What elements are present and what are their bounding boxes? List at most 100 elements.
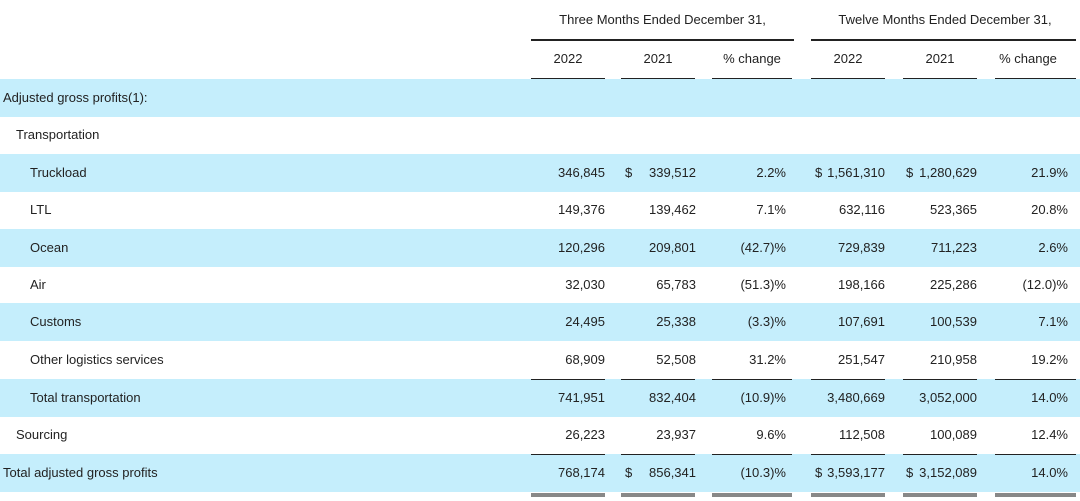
currency-symbol: $ [625, 165, 633, 180]
cell-q-pct: 7.1% [756, 202, 786, 217]
table-row: Ocean 120,296 209,801 (42.7)% 729,839 711,223… [0, 229, 1080, 267]
cell-y-2022: 198,166 [838, 277, 885, 292]
cell-q-2021: 25,338 [656, 314, 696, 329]
cell-q-pct: (51.3)% [740, 277, 786, 292]
row-label: Adjusted gross profits(1): [3, 90, 148, 105]
col-header-2021-q: 2021 [643, 51, 673, 66]
table-row: Truckload 346,845 339,512 2.2% 1,561,310 1,28… [0, 154, 1080, 192]
cell-q-2022: 68,909 [565, 352, 605, 367]
col-header-2022-q: 2022 [553, 51, 583, 66]
table-row: Total adjusted gross profits 768,174 856,3… [0, 454, 1080, 492]
header-twelve-months: Twelve Months Ended December 31, [838, 12, 1052, 27]
cell-y-pct: 14.0% [1031, 390, 1068, 405]
cell-y-pct: 20.8% [1031, 202, 1068, 217]
cell-y-2021: 3,152,089 [919, 465, 977, 480]
subtotal-rule [811, 454, 885, 455]
col-rule [712, 78, 792, 79]
cell-q-2022: 346,845 [558, 165, 605, 180]
total-double-rule [531, 493, 605, 497]
col-rule [995, 78, 1076, 79]
cell-y-2021: 225,286 [930, 277, 977, 292]
subtotal-rule [903, 454, 977, 455]
cell-q-2021: 65,783 [656, 277, 696, 292]
col-header-2021-y: 2021 [925, 51, 955, 66]
cell-y-pct: 12.4% [1031, 427, 1068, 442]
subtotal-rule [903, 379, 977, 380]
table-row: Other logistics services 68,909 52,508 31.2… [0, 341, 1080, 379]
cell-y-pct: 14.0% [1031, 465, 1068, 480]
cell-q-pct: (3.3)% [747, 314, 786, 329]
cell-y-2021: 711,223 [930, 240, 977, 255]
currency-symbol: $ [815, 465, 823, 480]
cell-q-2022 [515, 79, 605, 117]
header-rule-twelve-months [811, 39, 1076, 41]
cell-q-2021 [606, 116, 696, 154]
row-label: LTL [30, 202, 52, 217]
cell-q-2021: 139,462 [649, 202, 696, 217]
row-label: Transportation [16, 127, 100, 142]
total-double-rule [811, 493, 885, 497]
cell-q-pct: (10.3)% [740, 465, 786, 480]
cell-q-2022: 120,296 [558, 240, 605, 255]
subtotal-rule [712, 454, 792, 455]
cell-y-2022: 3,593,177 [827, 465, 885, 480]
cell-q-2022 [515, 116, 605, 154]
cell-q-pct: (10.9)% [740, 390, 786, 405]
currency-symbol: $ [815, 165, 823, 180]
cell-q-pct: 9.6% [756, 427, 786, 442]
cell-q-pct [696, 116, 786, 154]
col-rule [531, 78, 605, 79]
cell-q-2021: 209,801 [649, 240, 696, 255]
cell-y-pct: 7.1% [1038, 314, 1068, 329]
subtotal-rule [531, 454, 605, 455]
cell-q-pct: 2.2% [756, 165, 786, 180]
total-double-rule [712, 493, 792, 497]
cell-y-2021: 1,280,629 [919, 165, 977, 180]
cell-y-2022: 3,480,669 [827, 390, 885, 405]
row-label: Air [30, 277, 46, 292]
row-label: Customs [30, 314, 82, 329]
cell-y-2021 [887, 79, 977, 117]
row-label: Other logistics services [30, 352, 164, 367]
col-header-pct-q: % change [723, 51, 781, 66]
cell-y-2021: 100,539 [930, 314, 977, 329]
row-label: Total adjusted gross profits [3, 465, 158, 480]
subtotal-rule [621, 379, 695, 380]
subtotal-rule [811, 379, 885, 380]
cell-y-2021 [887, 116, 977, 154]
cell-y-pct: 19.2% [1031, 352, 1068, 367]
subtotal-rule [995, 454, 1076, 455]
cell-y-pct: (12.0)% [1022, 277, 1068, 292]
cell-y-2022: 251,547 [838, 352, 885, 367]
cell-y-2021: 210,958 [930, 352, 977, 367]
subtotal-rule [712, 379, 792, 380]
cell-q-2021: 832,404 [649, 390, 696, 405]
cell-q-2021: 23,937 [656, 427, 696, 442]
col-rule [811, 78, 885, 79]
cell-y-pct [978, 116, 1068, 154]
cell-q-2022: 24,495 [565, 314, 605, 329]
table-row: Adjusted gross profits(1): [0, 79, 1080, 117]
col-rule [903, 78, 977, 79]
table-row: Total transportation 741,951 832,404 (10.9)… [0, 379, 1080, 417]
table-row: Air 32,030 65,783 (51.3)% 198,166 225,286 (12.… [0, 266, 1080, 304]
table-row: Transportation [0, 116, 1080, 154]
cell-q-2022: 149,376 [558, 202, 605, 217]
table-row: Customs 24,495 25,338 (3.3)% 107,691 100,539 7… [0, 303, 1080, 341]
cell-q-2022: 32,030 [565, 277, 605, 292]
cell-y-2022: 112,508 [838, 427, 885, 442]
row-label: Total transportation [30, 390, 141, 405]
col-rule [621, 78, 695, 79]
cell-q-2022: 741,951 [558, 390, 605, 405]
cell-q-2021 [606, 79, 696, 117]
table-row: Sourcing 26,223 23,937 9.6% 112,508 100,089 12… [0, 416, 1080, 454]
header-rule-three-months [531, 39, 794, 41]
cell-y-2022: 1,561,310 [827, 165, 885, 180]
cell-y-2022: 632,116 [838, 202, 885, 217]
currency-symbol: $ [625, 465, 633, 480]
cell-y-2021: 523,365 [930, 202, 977, 217]
row-label: Sourcing [16, 427, 68, 442]
cell-q-2022: 768,174 [558, 465, 605, 480]
currency-symbol: $ [906, 465, 914, 480]
row-label: Ocean [30, 240, 69, 255]
